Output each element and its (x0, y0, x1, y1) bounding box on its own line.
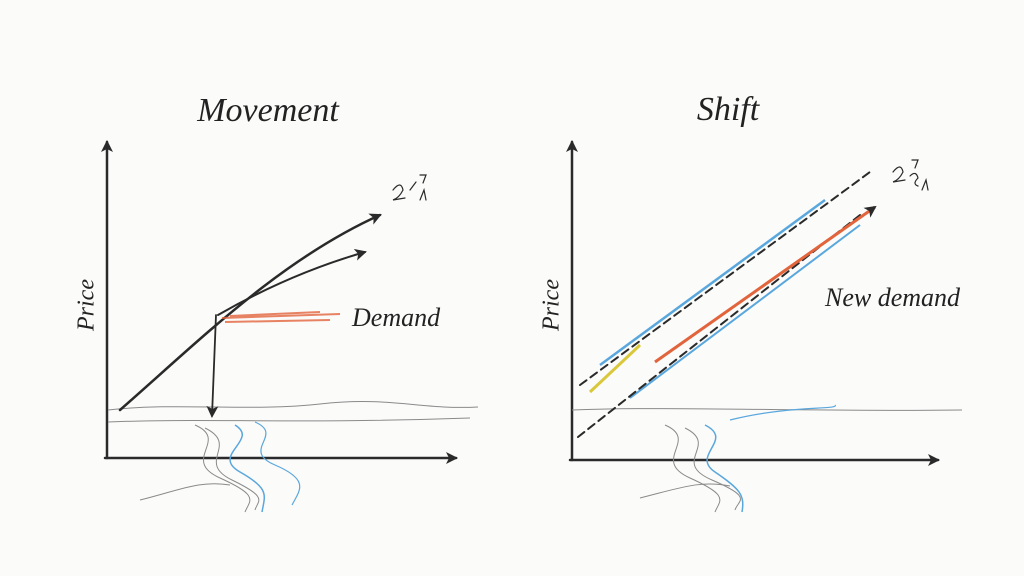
shift-panel: Shift Price New demand (539, 91, 963, 513)
movement-panel: Movement Price Demand (74, 92, 479, 513)
y-axis-label: Price (539, 279, 565, 332)
old-demand-line (579, 171, 871, 386)
ground-line (571, 408, 963, 411)
river-line (229, 424, 266, 513)
demand-stroke (221, 311, 341, 323)
y-axis-label: Price (74, 279, 100, 332)
river-line (204, 427, 260, 511)
movement-arrow (217, 249, 367, 316)
curve-label: Demand (351, 303, 441, 332)
river-line (729, 404, 836, 421)
curve-label: New demand (824, 283, 961, 312)
highlight-stroke (588, 343, 642, 394)
river-line (664, 424, 721, 513)
drop-arrow (206, 314, 219, 418)
new-demand-stroke (629, 224, 861, 399)
river-line (684, 427, 741, 511)
river-line (254, 421, 301, 506)
river-line (639, 483, 731, 499)
panel-title: Shift (697, 91, 761, 128)
panel-title: Movement (196, 92, 340, 129)
scribble (892, 159, 929, 191)
scribble (392, 174, 427, 201)
river-line (139, 483, 231, 501)
river-line (194, 424, 251, 513)
shift-arrow (654, 205, 877, 364)
demand-curve (118, 213, 382, 412)
old-demand-stroke (599, 198, 826, 367)
river-line (704, 424, 744, 513)
ground-line (107, 417, 471, 423)
ground-line (107, 400, 479, 411)
